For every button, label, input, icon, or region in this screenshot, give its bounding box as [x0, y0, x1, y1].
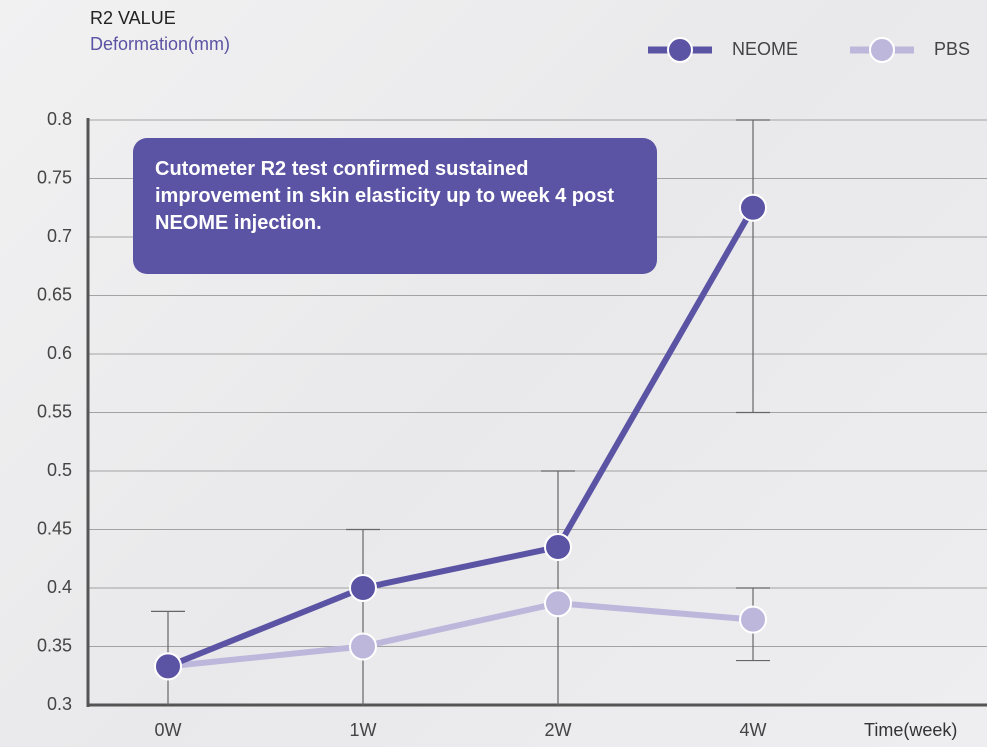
- legend-label: PBS: [934, 39, 970, 59]
- point: [739, 193, 767, 222]
- point: [154, 652, 182, 681]
- legend-marker: [667, 37, 693, 63]
- y-tick-label: 0.65: [37, 284, 72, 304]
- series-line: [167, 600, 754, 670]
- chart-subtitle: Deformation(mm): [90, 34, 230, 54]
- y-tick-label: 0.35: [37, 635, 72, 655]
- y-tick-label: 0.45: [37, 518, 72, 538]
- point: [544, 533, 572, 562]
- y-tick-label: 0.6: [47, 343, 72, 363]
- x-axis-label: Time(week): [864, 720, 957, 740]
- legend-marker: [869, 37, 895, 63]
- y-tick-label: 0.8: [47, 109, 72, 129]
- annotation: Cutometer R2 test confirmed sustained im…: [133, 138, 657, 274]
- y-tick-label: 0.4: [47, 577, 72, 597]
- y-tick-label: 0.3: [47, 694, 72, 714]
- point: [544, 589, 572, 618]
- y-tick-label: 0.5: [47, 460, 72, 480]
- x-tick-label: 4W: [740, 720, 767, 740]
- series-line: [166, 206, 756, 670]
- point: [739, 605, 767, 634]
- chart-title: R2 VALUE: [90, 8, 176, 28]
- x-tick-label: 2W: [545, 720, 572, 740]
- y-tick-label: 0.55: [37, 401, 72, 421]
- y-tick-label: 0.7: [47, 226, 72, 246]
- point: [349, 574, 377, 602]
- x-tick-label: 1W: [350, 720, 377, 740]
- x-tick-label: 0W: [155, 720, 182, 740]
- legend-label: NEOME: [732, 39, 798, 59]
- y-tick-label: 0.75: [37, 167, 72, 187]
- point: [349, 632, 377, 661]
